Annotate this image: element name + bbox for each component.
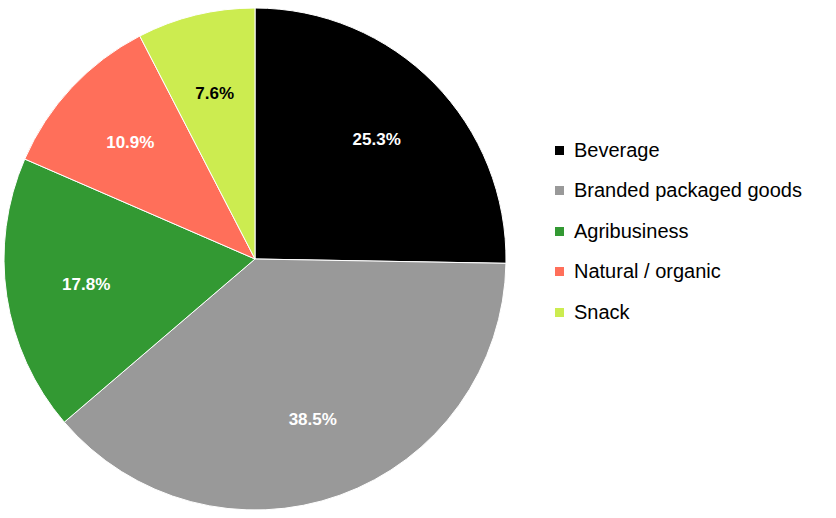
svg-text:17.8%: 17.8% — [62, 275, 110, 294]
html-text:Snack: Snack — [574, 300, 630, 323]
svg-text:38.5%: 38.5% — [289, 410, 337, 429]
svg-text:25.3%: 25.3% — [353, 130, 401, 149]
svg-text:7.6%: 7.6% — [195, 84, 234, 103]
html-text:Branded packaged goods: Branded packaged goods — [574, 179, 802, 202]
html-text:Natural / organic: Natural / organic — [574, 260, 721, 283]
html-text:Beverage: Beverage — [574, 138, 660, 161]
html-text:Agribusiness: Agribusiness — [574, 219, 689, 242]
svg-text:10.9%: 10.9% — [106, 133, 154, 152]
